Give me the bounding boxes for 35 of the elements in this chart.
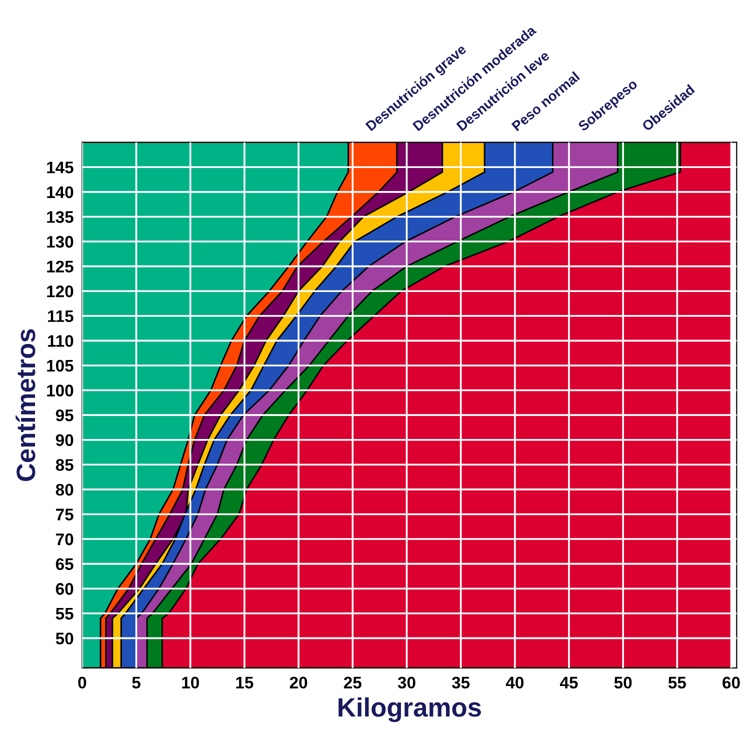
y-tick-label: 90 [56, 434, 74, 446]
x-tick-label: 10 [182, 676, 199, 689]
x-tick-label: 20 [290, 676, 308, 689]
x-tick-label: 40 [506, 676, 524, 689]
y-tick-label: 145 [47, 162, 74, 174]
x-tick-label: 50 [614, 676, 632, 689]
x-tick-label: 15 [236, 676, 254, 689]
x-axis-title: Kilogramos [338, 697, 481, 722]
x-tick-label: 0 [78, 676, 86, 689]
x-tick-label: 55 [668, 676, 686, 689]
y-tick-label: 100 [47, 384, 74, 396]
x-tick-label: 5 [132, 676, 140, 689]
y-tick-label: 140 [47, 186, 74, 198]
y-tick-label: 130 [47, 236, 74, 248]
y-tick-label: 110 [48, 335, 74, 347]
x-tick-label: 45 [560, 676, 578, 689]
y-tick-label: 70 [56, 533, 74, 546]
y-tick-label: 105 [47, 360, 74, 372]
y-tick-label: 120 [47, 286, 74, 298]
x-tick-label: 25 [344, 676, 362, 689]
y-tick-label: 60 [56, 583, 74, 595]
y-tick-label: 50 [56, 632, 74, 644]
y-axis-title: Centímetros [16, 329, 36, 482]
y-tick-label: 85 [56, 459, 74, 471]
y-tick-label: 95 [56, 409, 74, 422]
y-tick-label: 75 [56, 508, 74, 520]
x-tick-label: 30 [398, 676, 416, 689]
y-tick-label: 125 [47, 260, 74, 273]
y-tick-label: 80 [56, 484, 74, 496]
y-tick-label: 55 [56, 608, 74, 620]
x-tick-label: 60 [722, 676, 740, 689]
x-tick-label: 35 [452, 676, 470, 689]
y-tick-label: 135 [47, 211, 74, 223]
y-tick-label: 115 [48, 310, 74, 322]
y-tick-label: 65 [56, 558, 74, 570]
